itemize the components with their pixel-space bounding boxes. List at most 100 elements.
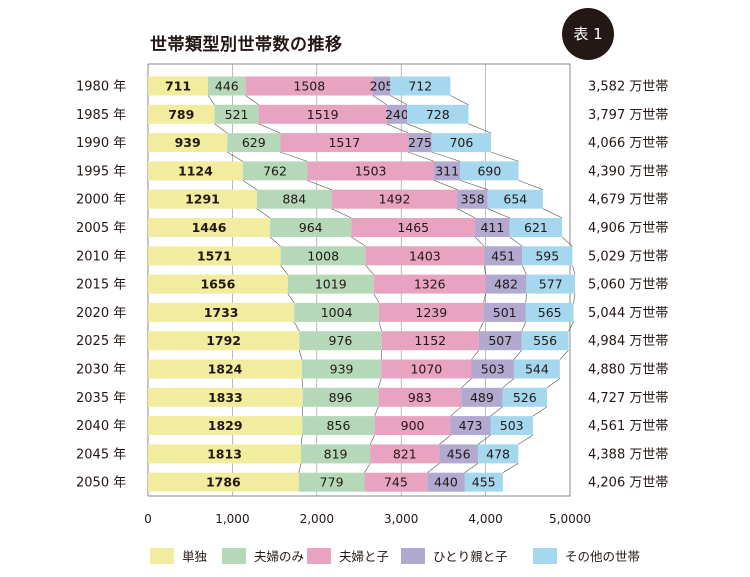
bar-segment (434, 161, 461, 181)
connector-line (513, 350, 522, 360)
bar-value-label: 1403 (409, 248, 441, 263)
bar-segment (148, 76, 209, 96)
bar-value-label: 478 (486, 446, 510, 461)
bar-value-label: 311 (435, 163, 459, 178)
category-label: 2040 年 (76, 419, 126, 434)
bar-value-label: 1446 (192, 220, 227, 235)
bar-value-label: 473 (459, 418, 483, 433)
bar-segment (450, 416, 491, 436)
connector-line (502, 463, 519, 473)
connector-line (280, 265, 289, 275)
bar-value-label: 1239 (415, 305, 447, 320)
bar-segment (242, 161, 308, 181)
bar-segment (351, 218, 476, 237)
category-label: 2000 年 (76, 193, 126, 208)
bar-segment (372, 76, 391, 96)
connector-line (287, 293, 295, 304)
bar-value-label: 595 (535, 248, 559, 263)
bar-segment (287, 274, 374, 294)
category-label: 2015 年 (76, 278, 126, 293)
bar-value-label: 1833 (208, 390, 243, 405)
legend-swatch (307, 548, 331, 564)
category-label: 1980 年 (76, 80, 126, 95)
bar-value-label: 1004 (321, 305, 353, 320)
bar-segment (475, 218, 510, 237)
bar-value-label: 711 (165, 79, 191, 94)
bar-segment (487, 189, 543, 209)
bar-value-label: 1656 (200, 277, 235, 292)
bar-value-label: 1326 (414, 277, 446, 292)
connector-line (364, 463, 371, 473)
bar-value-label: 1571 (197, 248, 232, 263)
bar-segment (370, 444, 440, 464)
bar-segment (509, 218, 563, 237)
connector-line (301, 378, 304, 388)
bar-value-label: 544 (525, 362, 549, 377)
bar-segment (365, 246, 485, 266)
bar-value-label: 964 (299, 220, 323, 235)
bar-value-label: 745 (384, 475, 408, 490)
connector-line (521, 321, 527, 332)
bar-value-label: 1492 (379, 192, 411, 207)
bar-segment (431, 133, 492, 153)
legend-label: その他の世帯 (565, 549, 640, 564)
connector-line (294, 321, 300, 332)
bar-value-label: 1152 (414, 333, 446, 348)
bar-value-label: 1291 (185, 192, 220, 207)
connector-line (518, 180, 544, 190)
bar-segment (148, 104, 215, 124)
connector-line (374, 406, 379, 417)
bar-value-label: 556 (533, 333, 557, 348)
category-label: 2010 年 (76, 249, 126, 264)
bar-segment (502, 387, 547, 407)
connector-line (546, 378, 561, 389)
bar-segment (294, 302, 380, 322)
connector-line (390, 95, 408, 106)
category-label: 2045 年 (76, 447, 126, 462)
bar-value-label: 501 (493, 305, 517, 320)
connector-line (365, 265, 374, 275)
connector-line (373, 293, 380, 304)
connector-line (559, 349, 569, 360)
bar-segment (461, 387, 503, 407)
x-tick-label: 5,0000 (549, 512, 591, 526)
bar-value-label: 706 (449, 135, 473, 150)
bar-value-label: 1786 (206, 475, 241, 490)
category-label: 2025 年 (76, 334, 126, 349)
bar-segment (490, 416, 533, 436)
connector-line (378, 321, 382, 332)
bar-segment (148, 387, 303, 407)
bar-value-label: 856 (327, 418, 351, 433)
connector-line (509, 236, 523, 247)
bar-segment (302, 387, 379, 407)
bar-value-label: 1517 (328, 135, 360, 150)
bar-value-label: 482 (494, 277, 518, 292)
connector-line (532, 406, 548, 417)
connector-line (483, 293, 486, 303)
connector-line (298, 350, 303, 360)
connector-line (372, 95, 387, 106)
bar-segment (439, 444, 478, 464)
bar-segment (390, 76, 451, 96)
connector-line (487, 208, 510, 219)
connector-line (450, 406, 462, 417)
bar-value-label: 939 (330, 362, 354, 377)
bar-segment (460, 161, 519, 181)
bar-segment (386, 104, 408, 124)
x-tick-label: 0 (144, 512, 152, 526)
connector-line (461, 378, 472, 389)
category-label: 2030 年 (76, 363, 126, 378)
bar-value-label: 983 (408, 390, 432, 405)
row-total-label: 3,797 万世帯 (588, 108, 668, 123)
bar-value-label: 976 (329, 333, 353, 348)
bar-value-label: 455 (472, 475, 496, 490)
connector-line (450, 95, 469, 106)
bar-segment (214, 104, 259, 124)
bar-value-label: 654 (503, 192, 527, 207)
row-total-label: 4,984 万世帯 (588, 334, 668, 349)
connector-line (471, 350, 480, 360)
bar-segment (378, 387, 462, 407)
bar-value-label: 1503 (355, 163, 387, 178)
bar-segment (427, 472, 465, 492)
connector-line (518, 434, 534, 445)
